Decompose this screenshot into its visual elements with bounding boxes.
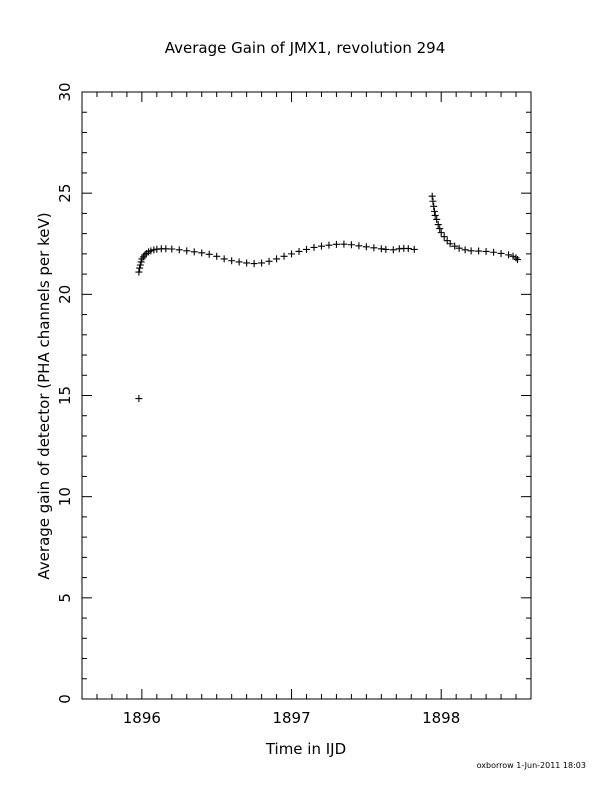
data-point bbox=[437, 229, 445, 237]
plot-frame bbox=[81, 91, 532, 700]
data-point bbox=[273, 255, 281, 263]
data-point bbox=[434, 221, 442, 229]
data-point bbox=[147, 247, 155, 255]
y-axis-label: Average gain of detector (PHA channels p… bbox=[35, 212, 53, 579]
data-point bbox=[340, 240, 348, 248]
data-point bbox=[490, 248, 498, 256]
data-point bbox=[377, 245, 385, 253]
axis-tick-labels: 1896 1897 1898 0 5 10 15 20 25 30 bbox=[56, 82, 460, 727]
data-point bbox=[404, 245, 412, 253]
data-point bbox=[461, 246, 469, 254]
data-point bbox=[135, 268, 143, 276]
data-point bbox=[475, 247, 483, 255]
data-point bbox=[198, 249, 206, 257]
data-point bbox=[265, 257, 273, 265]
data-point bbox=[370, 244, 378, 252]
data-point bbox=[213, 252, 221, 260]
data-point bbox=[505, 251, 513, 259]
footer-stamp: oxborrow 1-Jun-2011 18:03 bbox=[477, 761, 586, 770]
x-tick-label: 1897 bbox=[272, 709, 310, 727]
data-point bbox=[430, 207, 438, 215]
data-point bbox=[509, 252, 517, 260]
y-tick-label: 0 bbox=[56, 694, 74, 704]
data-point bbox=[332, 240, 340, 248]
data-point bbox=[430, 202, 438, 210]
data-point bbox=[451, 242, 459, 250]
data-point bbox=[446, 240, 454, 248]
y-tick-label: 20 bbox=[56, 285, 74, 304]
data-point bbox=[243, 259, 251, 267]
data-point bbox=[295, 247, 303, 255]
data-point bbox=[325, 241, 333, 249]
data-point bbox=[137, 258, 145, 266]
data-point bbox=[135, 395, 143, 403]
y-tick-label: 15 bbox=[56, 386, 74, 405]
data-point bbox=[428, 192, 436, 200]
data-point bbox=[288, 250, 296, 258]
data-point bbox=[228, 257, 236, 265]
data-point bbox=[280, 252, 288, 260]
y-tick-label: 30 bbox=[56, 82, 74, 101]
data-point bbox=[440, 233, 448, 241]
data-point bbox=[250, 260, 258, 268]
data-point bbox=[317, 242, 325, 250]
data-point bbox=[141, 251, 149, 259]
data-point bbox=[436, 225, 444, 233]
data-point bbox=[220, 255, 228, 263]
data-point bbox=[235, 258, 243, 266]
data-point bbox=[258, 259, 266, 267]
data-point bbox=[443, 237, 451, 245]
data-point bbox=[455, 244, 463, 252]
data-point bbox=[355, 242, 363, 250]
data-point bbox=[183, 247, 191, 255]
data-point bbox=[514, 256, 522, 264]
data-point bbox=[310, 243, 318, 251]
data-point bbox=[382, 245, 390, 253]
chart-title: Average Gain of JMX1, revolution 294 bbox=[165, 39, 446, 57]
data-point bbox=[175, 246, 183, 254]
data-point bbox=[482, 247, 490, 255]
y-tick-label: 5 bbox=[56, 593, 74, 603]
data-points bbox=[135, 192, 522, 403]
data-point bbox=[431, 211, 439, 219]
y-tick-label: 10 bbox=[56, 487, 74, 506]
data-point bbox=[168, 245, 176, 253]
data-point bbox=[433, 215, 441, 223]
y-tick-label: 25 bbox=[56, 184, 74, 203]
data-point bbox=[190, 248, 198, 256]
data-point bbox=[467, 247, 475, 255]
x-tick-label: 1898 bbox=[422, 709, 460, 727]
data-point bbox=[150, 246, 158, 254]
data-point bbox=[429, 197, 437, 205]
data-point bbox=[162, 245, 170, 253]
data-point bbox=[362, 243, 370, 251]
axis-ticks bbox=[81, 91, 532, 700]
data-point bbox=[497, 249, 505, 257]
data-point bbox=[389, 246, 397, 254]
data-point bbox=[410, 245, 418, 253]
x-axis-label: Time in IJD bbox=[265, 740, 346, 758]
data-point bbox=[136, 261, 144, 269]
data-point bbox=[303, 245, 310, 253]
data-point bbox=[347, 241, 355, 249]
data-point bbox=[512, 254, 520, 262]
data-point bbox=[136, 264, 144, 272]
x-tick-label: 1896 bbox=[123, 709, 161, 727]
data-point bbox=[205, 250, 213, 258]
